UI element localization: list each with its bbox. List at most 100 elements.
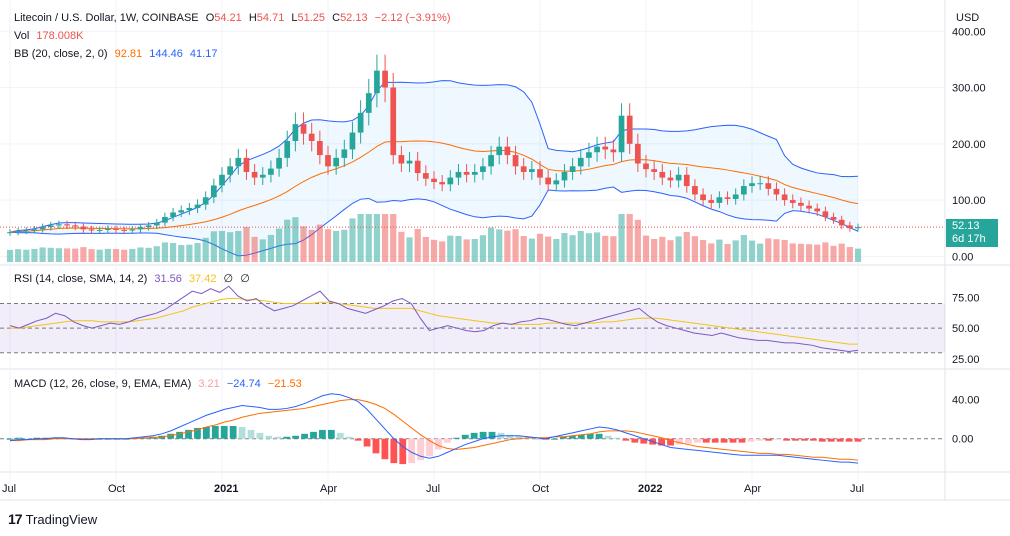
volume-bar — [104, 248, 111, 262]
volume-bar — [675, 236, 682, 262]
rsi-line — [9, 285, 859, 352]
macd-histogram-bar — [274, 436, 282, 439]
macd-histogram-bar — [586, 433, 594, 439]
volume-bar — [659, 236, 666, 262]
macd-histogram-bar — [345, 436, 353, 439]
candle-body — [692, 186, 698, 195]
volume-bar — [39, 247, 46, 262]
candle-body — [537, 169, 543, 178]
candle-body — [268, 168, 274, 175]
volume-bar — [626, 214, 633, 262]
volume-bar — [545, 236, 552, 262]
candle-body — [80, 226, 87, 230]
volume-bar — [406, 237, 413, 262]
candle-body — [602, 146, 609, 150]
macd-histogram-bar — [488, 431, 496, 439]
tradingview-logo[interactable]: 17 TradingView — [8, 511, 97, 527]
macd-histogram-bar — [667, 438, 674, 446]
bollinger-fill — [10, 80, 858, 256]
volume-bar — [724, 244, 731, 262]
volume-bar — [854, 248, 862, 262]
candle-body — [7, 232, 13, 234]
candle-body — [822, 211, 829, 217]
candle-body — [15, 231, 22, 233]
macd-histogram-bar — [399, 438, 407, 465]
change-value: −2.12 (−3.91%) — [374, 12, 451, 24]
macd-histogram-bar — [756, 438, 764, 441]
candle-body — [855, 227, 861, 229]
macd-histogram-bar — [551, 438, 558, 440]
macd-histogram-bar — [417, 438, 425, 461]
x-tick-label: Jul — [426, 483, 440, 495]
bollinger-lower-line — [9, 186, 859, 257]
macd-histogram-bar — [194, 427, 201, 439]
candle-body — [781, 194, 788, 201]
bb-basis-value: 92.81 — [114, 48, 143, 60]
macd-histogram-bar — [577, 434, 585, 439]
macd-signal-line — [10, 399, 859, 461]
volume-bar — [235, 231, 242, 262]
candle-body — [577, 157, 584, 167]
candle-body — [308, 133, 315, 141]
macd-histogram-bar — [809, 438, 817, 441]
macd-histogram-bar — [640, 438, 648, 444]
volume-bar — [479, 235, 487, 262]
volume-bar — [357, 214, 364, 262]
macd-histogram-bar — [354, 438, 362, 441]
volume-bar — [31, 248, 38, 262]
volume-bar — [642, 235, 650, 262]
candle-body — [129, 229, 136, 231]
volume-bar — [765, 238, 772, 262]
candle-body — [512, 155, 519, 167]
macd-histogram-bar — [292, 435, 300, 439]
candle-body — [806, 205, 812, 209]
volume-bar — [846, 247, 853, 262]
volume-bar — [202, 237, 209, 262]
volume-bar — [504, 230, 511, 262]
volume-bar — [210, 231, 217, 262]
candle-body — [178, 210, 185, 213]
candle-body — [765, 183, 772, 189]
candle-body — [162, 216, 168, 223]
candle-body — [773, 188, 780, 195]
macd-histogram-bar — [613, 437, 621, 439]
volume-bar — [63, 248, 71, 262]
candle-body — [243, 157, 250, 172]
candle-body — [732, 194, 739, 199]
macd-histogram-bar — [631, 438, 639, 443]
volume-bar — [667, 240, 674, 262]
x-tick-label: Oct — [108, 483, 125, 495]
volume-bar — [365, 214, 372, 262]
x-tick-label: Apr — [744, 483, 761, 495]
candle-body — [659, 171, 666, 178]
macd-histogram-bar — [372, 438, 380, 454]
candle-body — [153, 222, 160, 226]
macd-line — [9, 393, 859, 464]
candle-body — [488, 155, 494, 167]
volume-bar — [536, 233, 544, 262]
volume-bar — [153, 246, 160, 262]
candle-body — [798, 202, 804, 206]
volume-bar — [398, 231, 405, 262]
macd-histogram-bar — [220, 426, 228, 439]
volume-bar — [512, 229, 519, 262]
macd-histogram-bar — [765, 438, 773, 441]
macd-histogram-bar — [515, 435, 523, 439]
volume-bar — [275, 228, 283, 262]
volume-bar — [708, 243, 715, 262]
candle-body — [398, 155, 405, 164]
macd-histogram-bar — [693, 438, 701, 443]
volume-bar — [773, 239, 780, 262]
macd-histogram-bar — [658, 438, 666, 446]
volume-bar — [789, 243, 796, 262]
candle-body — [618, 115, 625, 153]
volume-bar — [797, 243, 805, 262]
tradingview-logo-text: TradingView — [25, 511, 98, 527]
bollinger-basis-line — [9, 140, 859, 233]
macd-histogram-bar — [747, 438, 755, 442]
candle-body — [284, 141, 291, 158]
candle-body — [259, 174, 266, 178]
candle-body — [749, 183, 755, 187]
rsi-tick-label: 25.00 — [952, 354, 980, 366]
